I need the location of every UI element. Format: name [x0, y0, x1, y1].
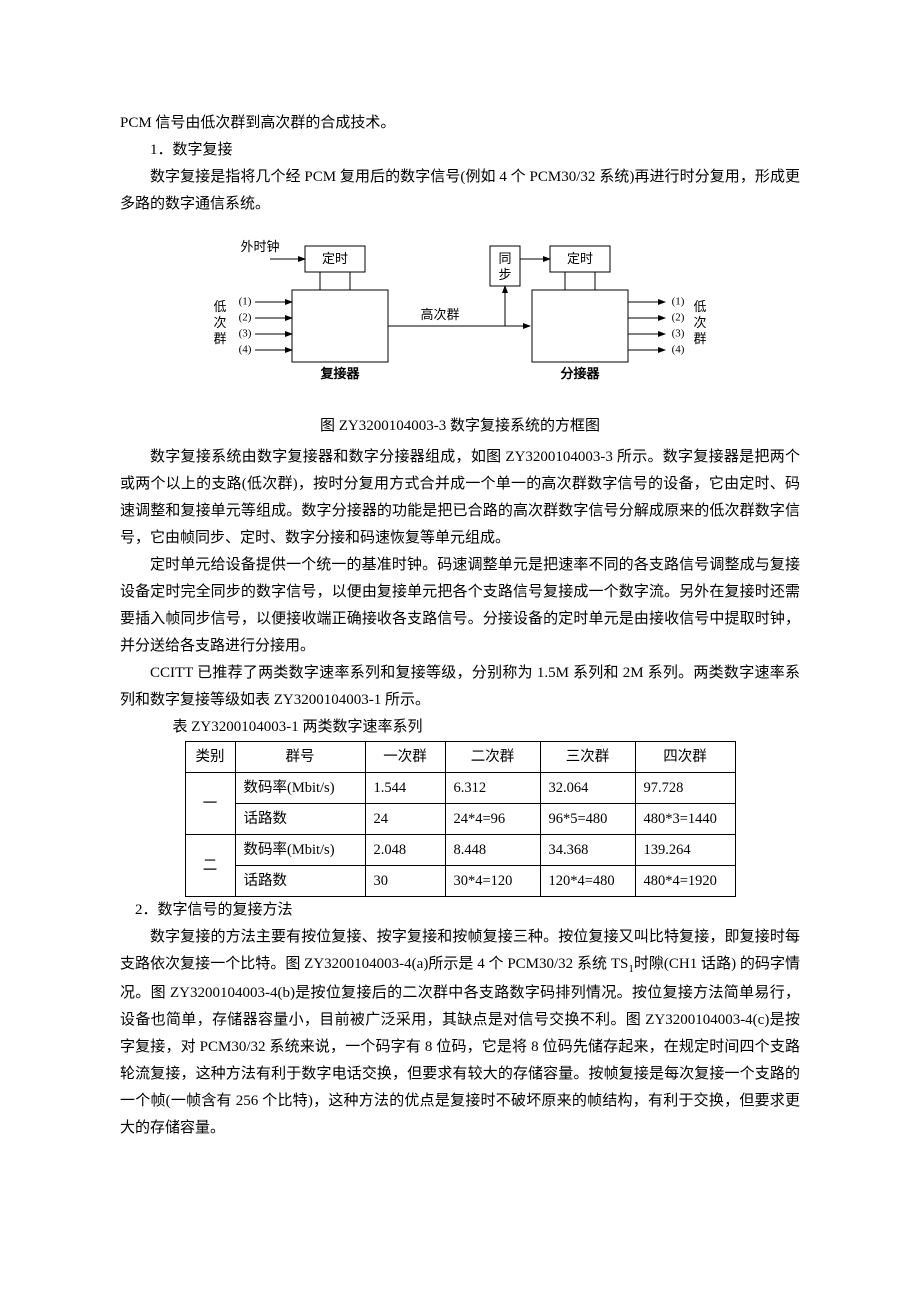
- figure-caption: 图 ZY3200104003-3 数字复接系统的方框图: [120, 413, 800, 440]
- table-cell: 96*5=480: [540, 804, 635, 835]
- table-cell: 二: [185, 835, 235, 897]
- section-1-heading: 1．数字复接: [120, 137, 800, 164]
- svg-text:群: 群: [693, 331, 706, 346]
- table-cell: 480*4=1920: [635, 866, 735, 897]
- svg-text:(3): (3): [239, 328, 252, 340]
- block-diagram: 定时 外时钟 调 整 复 接 复接器 低 次 群 (1) (2) (3) (4)…: [120, 228, 800, 408]
- table-cell: 30*4=120: [445, 866, 540, 897]
- table-cell: 480*3=1440: [635, 804, 735, 835]
- svg-text:(1): (1): [239, 296, 252, 308]
- table-cell: 话路数: [235, 804, 365, 835]
- table-header: 类别: [185, 742, 235, 773]
- para-intro: PCM 信号由低次群到高次群的合成技术。: [120, 110, 800, 137]
- table-header: 群号: [235, 742, 365, 773]
- para-5: 数字复接的方法主要有按位复接、按字复接和按帧复接三种。按位复接又叫比特复接，即复…: [120, 924, 800, 1142]
- svg-text:步: 步: [498, 267, 511, 282]
- table-row: 二 数码率(Mbit/s) 2.048 8.448 34.368 139.264: [185, 835, 735, 866]
- table-cell: 1.544: [365, 773, 445, 804]
- table-cell: 34.368: [540, 835, 635, 866]
- table-cell: 97.728: [635, 773, 735, 804]
- table-cell: 2.048: [365, 835, 445, 866]
- rate-table: 类别 群号 一次群 二次群 三次群 四次群 一 数码率(Mbit/s) 1.54…: [185, 741, 736, 897]
- label-muxer: 复接器: [319, 366, 360, 381]
- para-2: 数字复接系统由数字复接器和数字分接器组成，如图 ZY3200104003-3 所…: [120, 444, 800, 552]
- svg-text:(4): (4): [672, 344, 685, 356]
- label-low-group-right: 低: [693, 299, 706, 314]
- table-cell: 数码率(Mbit/s): [235, 773, 365, 804]
- svg-text:(2): (2): [239, 312, 252, 324]
- table-cell: 120*4=480: [540, 866, 635, 897]
- svg-text:(4): (4): [239, 344, 252, 356]
- table-header: 四次群: [635, 742, 735, 773]
- table-caption: 表 ZY3200104003-1 两类数字速率系列: [173, 714, 801, 741]
- section-2-heading: 2．数字信号的复接方法: [120, 897, 800, 924]
- svg-text:次: 次: [213, 315, 226, 330]
- table-header: 一次群: [365, 742, 445, 773]
- table-cell: 30: [365, 866, 445, 897]
- svg-text:群: 群: [213, 331, 226, 346]
- table-cell: 24*4=96: [445, 804, 540, 835]
- table-row: 类别 群号 一次群 二次群 三次群 四次群: [185, 742, 735, 773]
- para-4: CCITT 已推荐了两类数字速率系列和复接等级，分别称为 1.5M 系列和 2M…: [120, 660, 800, 714]
- table-header: 三次群: [540, 742, 635, 773]
- table-cell: 32.064: [540, 773, 635, 804]
- label-demuxer: 分接器: [560, 366, 600, 381]
- label-high-group: 高次群: [420, 307, 459, 322]
- label-ext-clock: 外时钟: [240, 239, 279, 254]
- para-1: 数字复接是指将几个经 PCM 复用后的数字信号(例如 4 个 PCM30/32 …: [120, 164, 800, 218]
- table-cell: 6.312: [445, 773, 540, 804]
- label-timing-left: 定时: [322, 251, 348, 266]
- table-cell: 24: [365, 804, 445, 835]
- label-sync: 同: [498, 251, 511, 266]
- table-row: 话路数 30 30*4=120 120*4=480 480*4=1920: [185, 866, 735, 897]
- table-row: 话路数 24 24*4=96 96*5=480 480*3=1440: [185, 804, 735, 835]
- table-cell: 数码率(Mbit/s): [235, 835, 365, 866]
- table-cell: 一: [185, 773, 235, 835]
- table-header: 二次群: [445, 742, 540, 773]
- para-3: 定时单元给设备提供一个统一的基准时钟。码速调整单元是把速率不同的各支路信号调整成…: [120, 552, 800, 660]
- table-row: 一 数码率(Mbit/s) 1.544 6.312 32.064 97.728: [185, 773, 735, 804]
- svg-text:(3): (3): [672, 328, 685, 340]
- label-timing-right: 定时: [567, 251, 593, 266]
- table-cell: 139.264: [635, 835, 735, 866]
- svg-text:(2): (2): [672, 312, 685, 324]
- table-cell: 话路数: [235, 866, 365, 897]
- svg-text:(1): (1): [672, 296, 685, 308]
- table-cell: 8.448: [445, 835, 540, 866]
- label-low-group-left: 低: [213, 299, 226, 314]
- svg-text:次: 次: [693, 315, 706, 330]
